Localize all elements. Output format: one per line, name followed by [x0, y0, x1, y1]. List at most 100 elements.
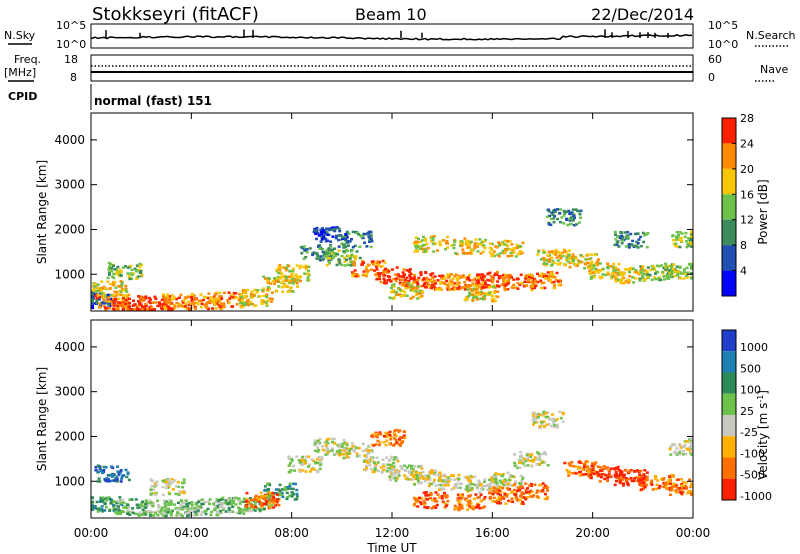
data-cell: [431, 238, 435, 242]
data-cell: [523, 457, 526, 461]
data-cell: [598, 480, 602, 483]
data-cell: [421, 471, 425, 474]
data-cell: [490, 297, 494, 301]
data-cell: [640, 267, 643, 271]
data-cell: [362, 261, 366, 264]
data-cell: [547, 210, 551, 213]
data-cell: [555, 251, 559, 254]
data-cell: [455, 283, 459, 287]
data-cell: [363, 460, 366, 463]
data-cell: [415, 473, 419, 477]
data-cell: [396, 459, 400, 463]
data-cell: [486, 284, 490, 287]
data-cell: [216, 513, 220, 517]
data-cell: [115, 480, 119, 483]
data-cell: [678, 444, 681, 447]
data-cell: [101, 471, 104, 475]
data-cell: [465, 241, 469, 245]
data-cell: [334, 252, 338, 255]
data-cell: [639, 244, 643, 248]
data-cell: [156, 304, 160, 308]
data-cell: [344, 239, 348, 242]
data-cell: [360, 235, 364, 238]
data-cell: [98, 302, 102, 305]
data-cell-cluster: [545, 208, 583, 227]
data-cell-cluster: [488, 239, 525, 258]
data-cell: [266, 488, 270, 491]
data-cell: [680, 478, 683, 481]
data-cell: [687, 262, 691, 266]
data-cell: [479, 487, 483, 491]
data-cell: [651, 267, 655, 270]
data-cell: [549, 217, 553, 221]
data-cell: [518, 488, 522, 492]
data-cell: [571, 208, 575, 211]
data-cell: [227, 301, 231, 305]
data-cell: [348, 240, 352, 243]
colorbar-swatch: [722, 478, 736, 500]
data-cell: [465, 487, 469, 490]
colorbar-tick-label: 4: [740, 265, 747, 278]
data-cell: [414, 500, 418, 504]
data-cell: [328, 257, 332, 260]
data-cell: [198, 506, 202, 509]
data-cell: [123, 265, 127, 268]
data-cell: [221, 503, 225, 506]
data-cell: [287, 471, 291, 474]
data-cell: [662, 477, 666, 480]
data-cell: [550, 424, 554, 428]
data-cell: [521, 502, 525, 505]
data-cell: [203, 303, 207, 307]
data-cell: [234, 503, 238, 506]
data-cell: [431, 469, 435, 473]
data-cell: [493, 299, 497, 303]
data-cell: [543, 273, 546, 276]
data-cell: [670, 484, 674, 487]
data-cell: [575, 465, 578, 468]
data-cell-cluster: [563, 460, 600, 478]
data-cell: [308, 470, 312, 473]
data-cell: [91, 500, 94, 504]
data-cell: [420, 247, 424, 251]
data-cell: [545, 262, 549, 266]
data-cell: [537, 274, 541, 278]
data-cell: [488, 478, 492, 482]
data-cell: [438, 471, 442, 474]
data-cell: [598, 262, 602, 265]
data-cell: [156, 499, 159, 502]
data-cell: [639, 265, 643, 268]
data-cell: [117, 510, 121, 513]
data-cell: [525, 458, 528, 461]
data-cell: [291, 290, 295, 293]
data-cell: [611, 265, 615, 269]
data-cell: [604, 474, 608, 477]
data-cell: [394, 277, 398, 280]
data-cell: [218, 501, 222, 505]
data-cell: [319, 255, 323, 258]
data-cell: [254, 494, 258, 497]
data-cell: [667, 482, 671, 486]
data-cell: [567, 249, 571, 252]
data-cell: [650, 481, 653, 484]
data-cell: [133, 267, 137, 271]
data-cell: [661, 270, 665, 274]
data-cell: [437, 473, 440, 477]
data-cell: [567, 462, 571, 465]
data-cell: [114, 511, 117, 514]
data-cell: [524, 497, 528, 501]
data-cell: [223, 501, 227, 505]
data-cell: [667, 275, 670, 278]
data-cell: [102, 465, 106, 469]
data-cell: [502, 481, 506, 485]
data-cell: [334, 452, 338, 456]
colorbar-swatch: [722, 168, 736, 195]
data-cell: [509, 273, 513, 277]
data-cell: [548, 253, 552, 257]
data-cell: [488, 488, 491, 492]
data-cell: [475, 283, 479, 286]
data-cell: [125, 300, 129, 303]
data-cell: [384, 281, 388, 285]
data-cell: [572, 213, 576, 216]
data-cell: [135, 269, 139, 272]
data-cell: [242, 500, 246, 503]
